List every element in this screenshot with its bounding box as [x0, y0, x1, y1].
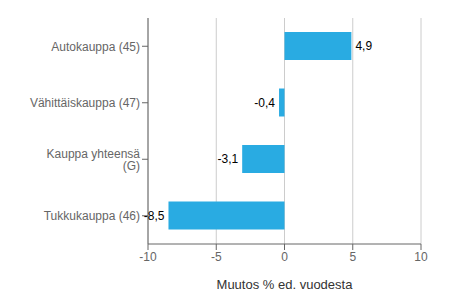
svg-text:10: 10: [414, 250, 428, 264]
svg-text:Muutos % ed. vuodesta: Muutos % ed. vuodesta: [217, 277, 354, 292]
svg-text:4,9: 4,9: [355, 39, 372, 53]
svg-text:-10: -10: [139, 250, 157, 264]
svg-text:5: 5: [349, 250, 356, 264]
svg-text:Tukkukauppa (46): Tukkukauppa (46): [44, 209, 140, 223]
svg-text:-3,1: -3,1: [217, 152, 238, 166]
svg-text:Autokauppa (45): Autokauppa (45): [51, 40, 140, 54]
svg-text:0: 0: [281, 250, 288, 264]
svg-text:Kauppa yhteensä(G): Kauppa yhteensä(G): [47, 147, 141, 173]
svg-text:-8,5: -8,5: [144, 209, 165, 223]
svg-text:-5: -5: [211, 250, 222, 264]
svg-text:Vähittäiskauppa (47): Vähittäiskauppa (47): [30, 96, 140, 110]
svg-text:-0,4: -0,4: [254, 96, 275, 110]
